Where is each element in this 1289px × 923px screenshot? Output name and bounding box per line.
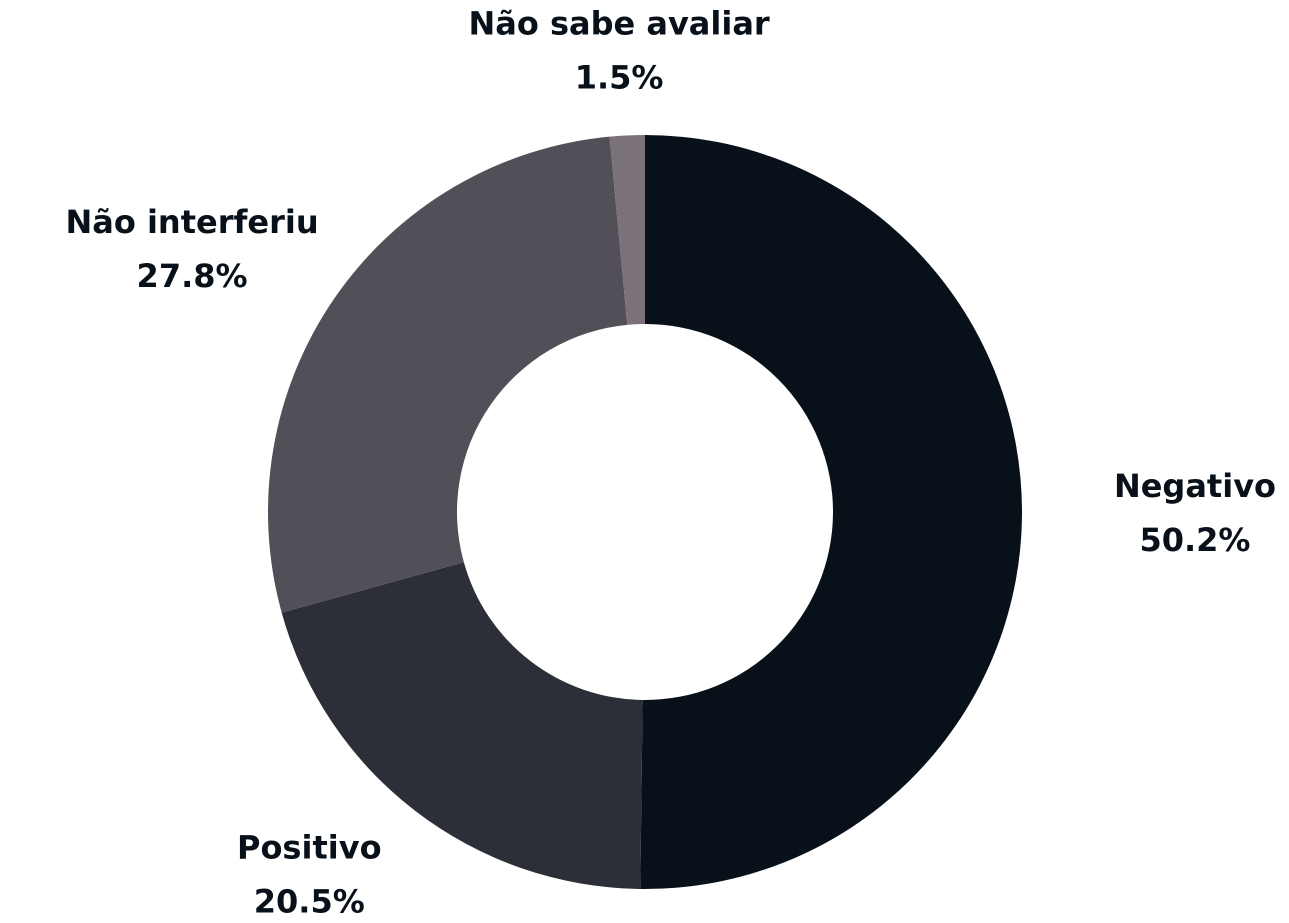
slice-label: Não sabe avaliar [468,5,769,43]
slice-label: Positivo [237,828,382,866]
slice-label: Não interferiu [65,203,318,241]
slice-value: 1.5% [575,59,664,97]
slice-value: 27.8% [137,257,248,295]
donut-slice [281,562,643,889]
donut-slice [609,135,645,325]
donut-slice [267,136,628,613]
donut-slice [640,135,1022,889]
slice-value: 20.5% [254,882,365,920]
slice-value: 50.2% [1139,521,1250,559]
slice-label: Negativo [1114,467,1276,505]
